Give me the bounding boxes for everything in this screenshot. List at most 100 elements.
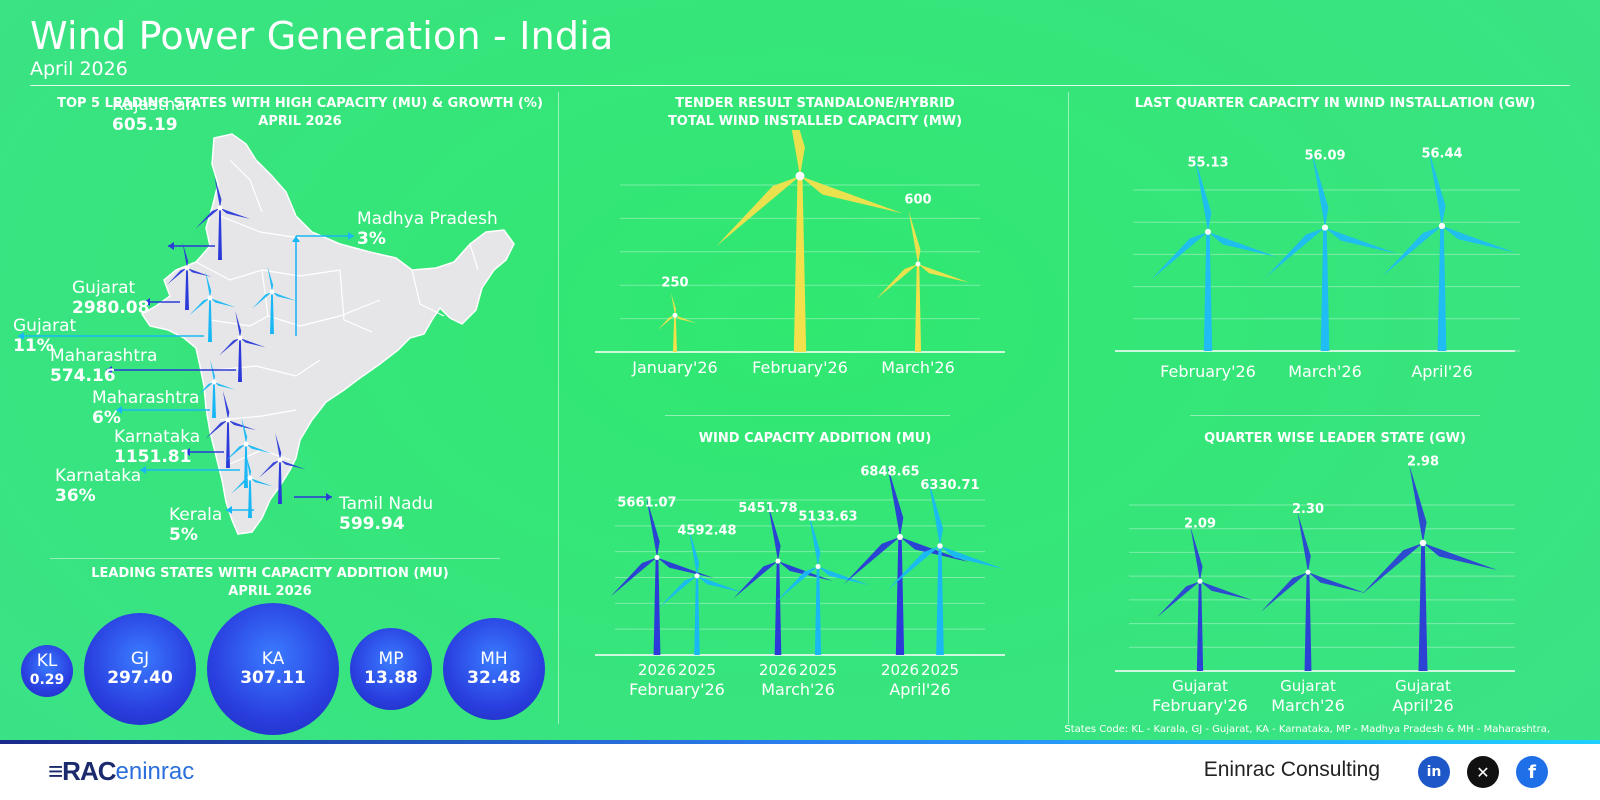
bubble-mp: MP 13.88 bbox=[350, 628, 432, 710]
turbine-tower bbox=[218, 208, 222, 260]
bubble-value: 13.88 bbox=[364, 668, 418, 688]
turbine-blade bbox=[1409, 464, 1427, 543]
turbine-blade bbox=[1297, 511, 1311, 573]
data-label: 55.13 bbox=[1187, 155, 1228, 170]
data-label: 5661.07 bbox=[617, 496, 676, 511]
turbine-blade bbox=[246, 444, 272, 454]
arrow-head bbox=[168, 242, 174, 250]
turbine-tower bbox=[1203, 231, 1213, 351]
turbine-blade bbox=[1200, 581, 1253, 601]
turbine-blade bbox=[675, 315, 697, 324]
turbine-blade bbox=[1151, 231, 1208, 280]
data-label: 600 bbox=[904, 192, 931, 207]
data-label: 250 bbox=[661, 276, 688, 291]
bubble-ka: KA 307.11 bbox=[207, 603, 339, 735]
leader-state-chart: 2.09GujaratFebruary'262.30GujaratMarch'2… bbox=[1115, 455, 1515, 715]
annotation-gujarat-growth: Gujarat 11% bbox=[13, 316, 76, 356]
turbine-hub bbox=[217, 205, 223, 211]
turbine-blade bbox=[791, 130, 805, 176]
turbine-blade bbox=[1428, 149, 1446, 226]
turbine-blade bbox=[1308, 572, 1366, 594]
facebook-icon[interactable]: f bbox=[1516, 756, 1548, 788]
turbine-blade bbox=[688, 527, 700, 576]
turbine-blade bbox=[1311, 152, 1329, 228]
turbine-hub bbox=[897, 534, 903, 540]
state-label: Gujarat bbox=[1280, 677, 1336, 695]
annotation-tamil-nadu: Tamil Nadu 599.94 bbox=[339, 494, 433, 534]
x-twitter-icon[interactable]: ✕ bbox=[1467, 756, 1499, 788]
turbine-blade bbox=[1261, 572, 1308, 612]
bubble-value: 32.48 bbox=[467, 668, 521, 688]
annotation-maharashtra-growth: Maharashtra 6% bbox=[92, 388, 199, 428]
turbine-blade bbox=[225, 444, 246, 462]
turbine-hub bbox=[915, 261, 921, 267]
annotation-rajasthan: Rajasthan 605.19 bbox=[112, 95, 197, 135]
arrow-head bbox=[106, 366, 112, 374]
turbine-hub bbox=[207, 295, 213, 301]
annotation-label: Rajasthan bbox=[112, 95, 197, 115]
turbine-blade bbox=[876, 264, 918, 300]
turbine-blade bbox=[657, 315, 675, 330]
turbine-blade bbox=[240, 338, 266, 348]
turbine-blade bbox=[195, 208, 220, 229]
bubble-code: MP bbox=[378, 649, 404, 669]
category-label: March'26 bbox=[881, 358, 955, 377]
company-logo[interactable]: ≡RAC eninrac bbox=[48, 756, 194, 787]
turbine-blade bbox=[252, 292, 272, 309]
annotation-label: Maharashtra bbox=[92, 388, 200, 408]
bubble-kl: KL 0.29 bbox=[21, 645, 73, 697]
turbine-tower bbox=[673, 315, 677, 352]
turbine-blade bbox=[189, 298, 210, 316]
turbine-blade bbox=[231, 478, 250, 494]
turbine-tower bbox=[208, 298, 212, 342]
turbine-blade bbox=[887, 464, 904, 537]
category-label: March'26 bbox=[1271, 696, 1345, 715]
data-label: 6848.65 bbox=[860, 465, 919, 480]
turbine-blade bbox=[222, 390, 230, 420]
annotation-maharashtra-capacity: Maharashtra 574.16 bbox=[50, 346, 157, 386]
turbine-tower bbox=[212, 382, 216, 418]
india-map-shape bbox=[140, 133, 515, 535]
logo-mark: ≡RAC bbox=[48, 756, 116, 786]
map-panel-title: TOP 5 LEADING STATES WITH HIGH CAPACITY … bbox=[50, 95, 550, 131]
turbine-blade bbox=[214, 176, 222, 208]
turbine-blade bbox=[275, 433, 282, 460]
linkedin-icon[interactable]: in bbox=[1418, 756, 1450, 788]
turbine-blade bbox=[1157, 581, 1200, 618]
turbine-blade bbox=[1266, 227, 1325, 277]
turbine-bar bbox=[876, 210, 970, 352]
last-quarter-title: LAST QUARTER CAPACITY IN WIND INSTALLATI… bbox=[1134, 96, 1536, 111]
turbine-blade bbox=[610, 557, 657, 597]
turbine-tower bbox=[248, 478, 252, 518]
series-label: 2025 bbox=[799, 661, 837, 679]
arrow-head bbox=[144, 298, 150, 306]
annotation-value: 1151.81 bbox=[114, 447, 192, 467]
state-label: Gujarat bbox=[1395, 677, 1451, 695]
annotation-label: Karnataka bbox=[114, 427, 201, 447]
right-separator bbox=[1190, 415, 1480, 416]
arrow-head bbox=[326, 493, 332, 501]
turbine-bar bbox=[1151, 159, 1278, 351]
arrow-head bbox=[184, 448, 190, 456]
annotation-value: 2980.08 bbox=[72, 298, 150, 318]
turbine-tower bbox=[278, 460, 282, 504]
state-label: Gujarat bbox=[1172, 677, 1228, 695]
category-label: March'26 bbox=[761, 680, 835, 699]
annotation-value: 6% bbox=[92, 408, 121, 428]
column-divider-1 bbox=[558, 92, 559, 724]
turbine-blade bbox=[167, 268, 187, 285]
category-label: March'26 bbox=[1288, 362, 1362, 381]
bubbles-title-line1: LEADING STATES WITH CAPACITY ADDITION (M… bbox=[91, 566, 449, 581]
india-map bbox=[140, 133, 515, 535]
turbine-tower bbox=[694, 575, 700, 655]
turbine-blade bbox=[1325, 227, 1397, 254]
turbine-blade bbox=[1208, 231, 1278, 258]
last-quarter-chart: 55.13 February'26 56.09 March'26 56.44 April'… bbox=[1115, 146, 1520, 381]
logo-word: eninrac bbox=[115, 757, 195, 785]
annotation-value: 5% bbox=[169, 525, 198, 545]
turbine-blade bbox=[259, 460, 280, 478]
data-label: 56.44 bbox=[1421, 146, 1462, 161]
data-label: 2.30 bbox=[1292, 502, 1324, 517]
turbine-bar bbox=[1382, 149, 1515, 351]
data-label: 5451.78 bbox=[738, 501, 797, 516]
